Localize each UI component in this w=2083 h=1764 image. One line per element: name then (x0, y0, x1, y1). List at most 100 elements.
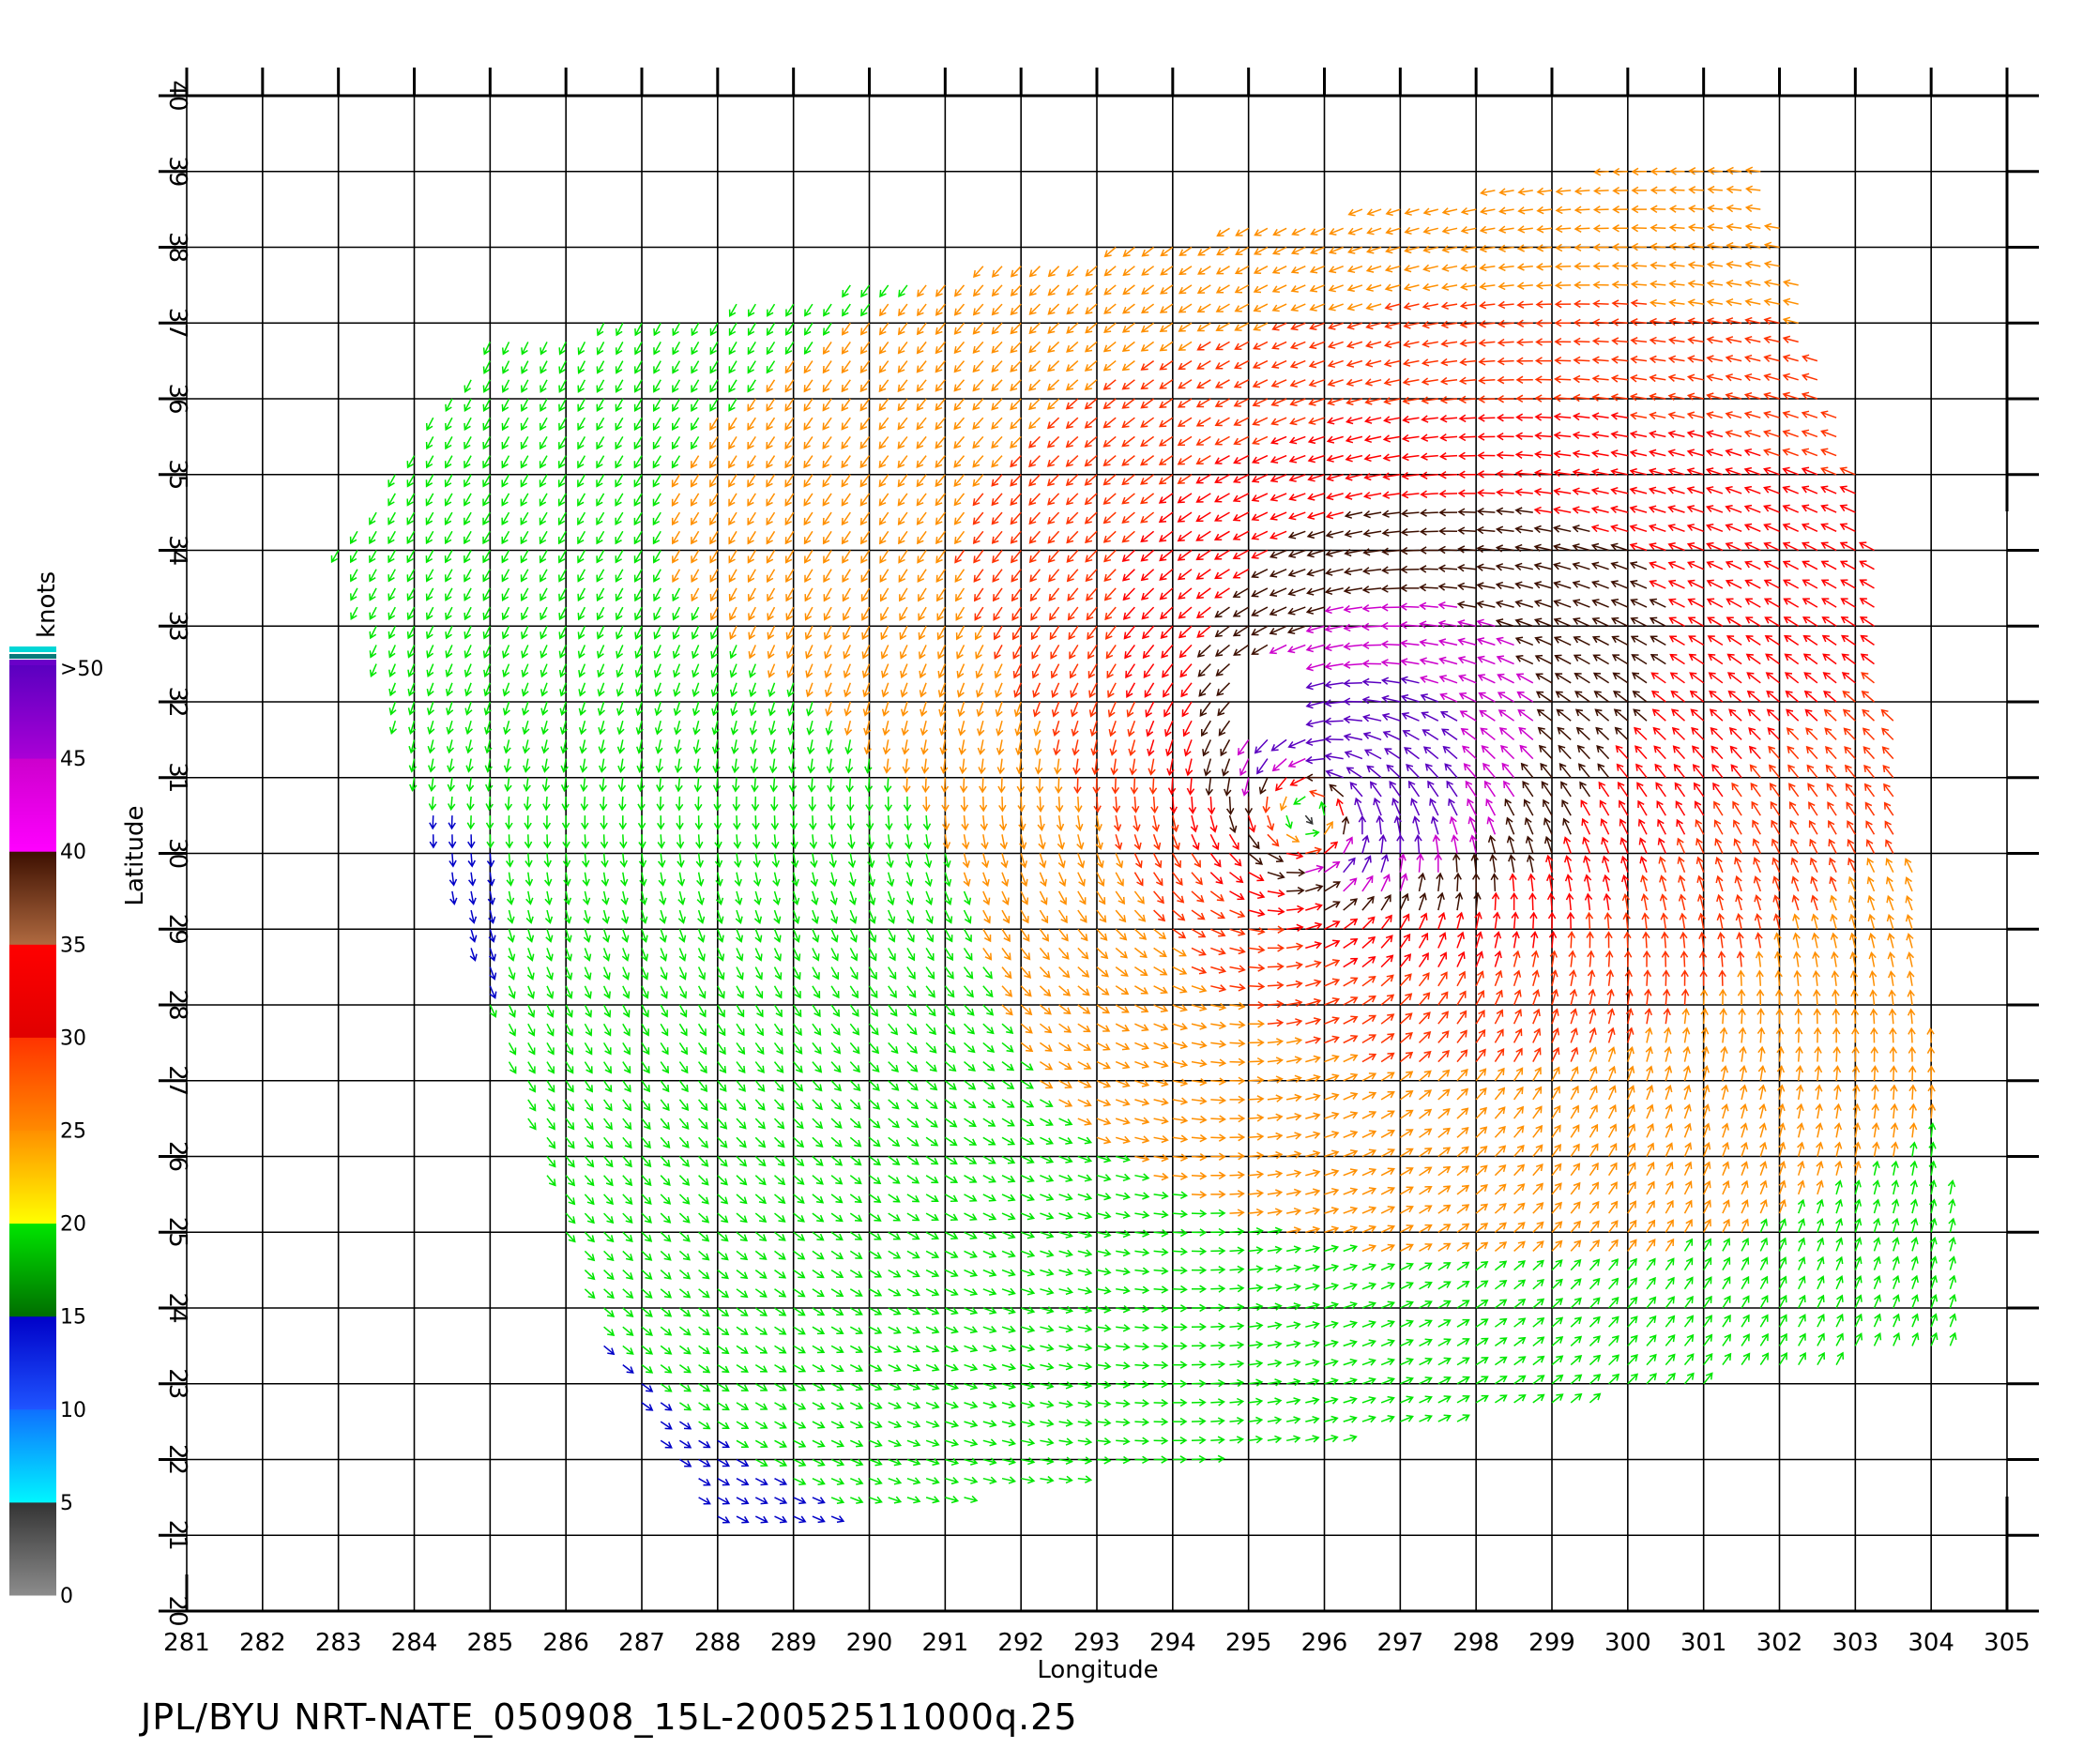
wind-vector (1066, 341, 1079, 353)
wind-vector (1453, 872, 1462, 891)
wind-vector (527, 1023, 536, 1037)
wind-vector (944, 966, 954, 980)
wind-vector (1380, 585, 1401, 593)
wind-vector (1667, 467, 1685, 476)
wind-vector (830, 1458, 845, 1467)
wind-vector (1476, 618, 1496, 628)
wind-vector (1798, 1218, 1806, 1233)
wind-vector (823, 587, 832, 602)
wind-vector (1784, 672, 1800, 684)
wind-vector (1420, 452, 1438, 461)
wind-vector (527, 1118, 537, 1131)
wind-vector (1267, 1019, 1285, 1027)
wind-vector (1608, 1297, 1619, 1309)
wind-vector (888, 1042, 899, 1055)
wind-vector (1607, 1026, 1616, 1043)
wind-vector (1741, 1161, 1749, 1176)
wind-vector (822, 417, 832, 431)
wind-vector (964, 1155, 978, 1164)
wind-vector (982, 1023, 995, 1035)
wind-vector (622, 1136, 632, 1149)
wind-vector (996, 721, 1004, 737)
wind-vector (1740, 1122, 1748, 1138)
wind-vector (1329, 246, 1344, 255)
wind-vector (584, 1099, 594, 1112)
wind-vector (1573, 318, 1590, 327)
wind-vector (736, 1497, 750, 1505)
wind-vector (906, 1231, 920, 1240)
wind-vector (1871, 1122, 1880, 1138)
wind-vector (1084, 493, 1098, 506)
wind-vector (520, 474, 529, 488)
wind-vector (1214, 493, 1230, 503)
wind-vector (1782, 429, 1799, 438)
wind-vector (1638, 837, 1648, 854)
wind-vector (1134, 1304, 1150, 1314)
wind-vector (1716, 893, 1725, 911)
wind-vector (633, 587, 643, 602)
wind-vector (1910, 1217, 1919, 1233)
wind-vector (672, 550, 681, 564)
wind-vector (1047, 303, 1060, 315)
wind-vector (1667, 411, 1685, 419)
wind-vector (1140, 530, 1155, 543)
wind-vector (1763, 448, 1780, 457)
wind-vector (879, 303, 889, 317)
wind-vector (584, 1136, 594, 1149)
wind-vector (1744, 579, 1761, 589)
wind-vector (869, 1194, 882, 1203)
wind-vector (1191, 1361, 1207, 1369)
wind-vector (1444, 763, 1458, 779)
wind-vector (717, 1099, 727, 1111)
wind-vector (937, 645, 946, 660)
wind-vector (812, 966, 820, 981)
wind-vector (1495, 600, 1514, 608)
wind-vector (1778, 1237, 1787, 1252)
wind-vector (945, 1326, 959, 1334)
wind-vector (1513, 1298, 1527, 1309)
wind-vector (1288, 435, 1306, 445)
wind-vector (999, 834, 1009, 850)
wind-vector (1262, 796, 1270, 814)
wind-vector (1535, 281, 1553, 290)
wind-vector (1115, 1080, 1131, 1088)
x-tick-label: 295 (1225, 1629, 1272, 1657)
wind-vector (1456, 1242, 1470, 1253)
wind-vector (1196, 303, 1211, 313)
wind-vector (736, 1004, 745, 1018)
wind-vector (1140, 493, 1155, 505)
wind-vector (506, 890, 515, 905)
wind-vector (1741, 1333, 1750, 1346)
wind-vector (465, 758, 474, 773)
wind-vector (822, 493, 832, 507)
wind-vector (1786, 727, 1800, 740)
wind-vector (1085, 322, 1098, 334)
wind-vector (659, 909, 667, 924)
wind-vector (1198, 682, 1211, 697)
wind-vector (1700, 1026, 1710, 1043)
wind-vector (1665, 1353, 1676, 1366)
wind-vector (1077, 1155, 1093, 1163)
wind-vector (1514, 617, 1534, 628)
wind-vector (1324, 901, 1341, 911)
wind-vector (1010, 360, 1022, 373)
wind-vector (1001, 1344, 1016, 1352)
wind-vector (1324, 1207, 1340, 1215)
wind-vector (1288, 474, 1306, 482)
wind-vector (660, 948, 668, 962)
wind-vector (596, 360, 605, 374)
wind-vector (1782, 335, 1799, 343)
wind-vector (1591, 635, 1609, 646)
wind-vector (879, 587, 889, 602)
wind-vector (1457, 545, 1477, 554)
wind-vector (1732, 819, 1742, 835)
wind-vector (1667, 486, 1685, 494)
wind-vector (1057, 872, 1067, 888)
wind-vector (1122, 569, 1135, 582)
wind-vector (388, 569, 396, 583)
wind-vector (584, 1118, 594, 1131)
wind-vector (1362, 510, 1382, 519)
wind-vector (1381, 694, 1401, 704)
wind-vector (1361, 1110, 1377, 1119)
wind-vector (596, 455, 605, 469)
